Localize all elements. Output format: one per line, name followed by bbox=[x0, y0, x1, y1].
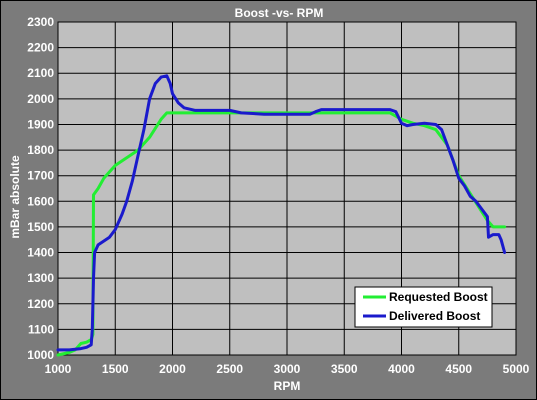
x-axis-title: RPM bbox=[274, 379, 301, 393]
legend-label-requested: Requested Boost bbox=[389, 290, 488, 304]
y-tick-label: 1800 bbox=[27, 143, 54, 157]
x-tick-label: 5000 bbox=[503, 362, 530, 376]
series-layer bbox=[56, 74, 507, 357]
y-tick-label: 1900 bbox=[27, 117, 54, 131]
x-tick-label: 4000 bbox=[388, 362, 415, 376]
y-axis-title: mBar absolute bbox=[8, 155, 22, 239]
x-tick-label: 1500 bbox=[102, 362, 129, 376]
y-tick-label: 2100 bbox=[27, 66, 54, 80]
y-tick-label: 1500 bbox=[27, 220, 54, 234]
y-tick-label: 1100 bbox=[28, 322, 54, 336]
y-tick-label: 2300 bbox=[27, 15, 54, 29]
x-tick-labels: 1000 1500 2000 2500 3000 3500 4000 4500 5000 bbox=[45, 362, 530, 376]
legend: Requested Boost Delivered Boost bbox=[354, 286, 493, 328]
y-tick-label: 2200 bbox=[27, 41, 54, 55]
legend-box bbox=[354, 286, 493, 328]
y-tick-label: 1400 bbox=[27, 246, 54, 260]
y-tick-label: 2000 bbox=[27, 92, 54, 106]
y-tick-label: 1000 bbox=[27, 348, 54, 362]
x-tick-label: 2000 bbox=[159, 362, 186, 376]
y-tick-label: 1200 bbox=[27, 297, 54, 311]
y-tick-label: 1700 bbox=[27, 169, 54, 183]
chart-title: Boost -vs- RPM bbox=[235, 6, 324, 20]
y-tick-labels: 1000 1100 1200 1300 1400 1500 1600 1700 1800 1900… bbox=[27, 15, 54, 362]
legend-label-delivered: Delivered Boost bbox=[389, 309, 480, 323]
series-line-delivered-boost bbox=[56, 74, 507, 352]
x-tick-label: 1000 bbox=[45, 362, 72, 376]
x-tick-label: 3000 bbox=[274, 362, 301, 376]
x-tick-label: 2500 bbox=[216, 362, 243, 376]
x-tick-label: 3500 bbox=[331, 362, 358, 376]
y-tick-label: 1600 bbox=[27, 194, 54, 208]
x-tick-label: 4500 bbox=[445, 362, 472, 376]
y-tick-label: 1300 bbox=[27, 271, 54, 285]
